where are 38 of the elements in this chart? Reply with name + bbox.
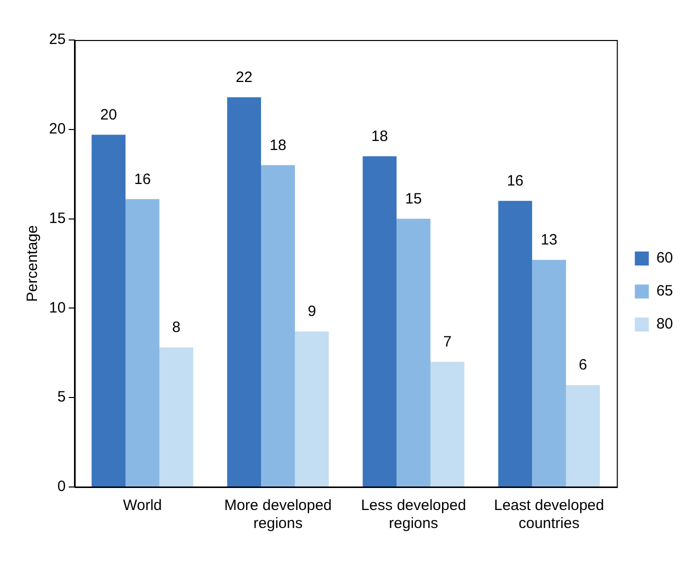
y-tick-label: 15 (48, 210, 66, 227)
legend-label: 60 (656, 250, 674, 267)
data-label: 6 (578, 356, 588, 374)
bar (396, 218, 430, 486)
bar (159, 348, 194, 486)
bar (532, 260, 566, 486)
data-label: 8 (172, 319, 181, 336)
y-tick-label: 20 (48, 120, 66, 138)
data-label: 13 (540, 232, 558, 249)
data-label: 16 (134, 170, 151, 188)
y-tick-label: 0 (57, 478, 66, 496)
x-tick-label: World (123, 497, 162, 514)
bar (566, 385, 600, 486)
y-axis-title: Percentage (24, 225, 42, 302)
data-label: 22 (236, 68, 252, 86)
bar (430, 362, 464, 486)
data-label: 9 (308, 303, 316, 320)
legend-label: 80 (656, 316, 674, 333)
bar (261, 165, 295, 486)
y-tick-label: 10 (48, 299, 66, 316)
bar (126, 199, 160, 486)
bar (498, 200, 532, 486)
data-label: 16 (506, 172, 524, 190)
data-label: 15 (405, 190, 422, 208)
data-label: 18 (371, 128, 388, 145)
legend-label: 65 (656, 282, 674, 300)
x-tick-label: More developed regions (224, 497, 332, 532)
x-tick-label: Less developed regions (360, 497, 466, 532)
bar (92, 134, 126, 486)
y-tick-label: 5 (57, 388, 66, 406)
data-label: 7 (443, 333, 452, 350)
bar (294, 331, 329, 486)
bar (362, 156, 397, 486)
x-tick-label: Least developed countries (494, 497, 604, 532)
y-tick-label: 25 (48, 31, 66, 48)
data-label: 20 (100, 106, 117, 124)
bar (227, 97, 262, 486)
data-label: 18 (270, 136, 286, 154)
